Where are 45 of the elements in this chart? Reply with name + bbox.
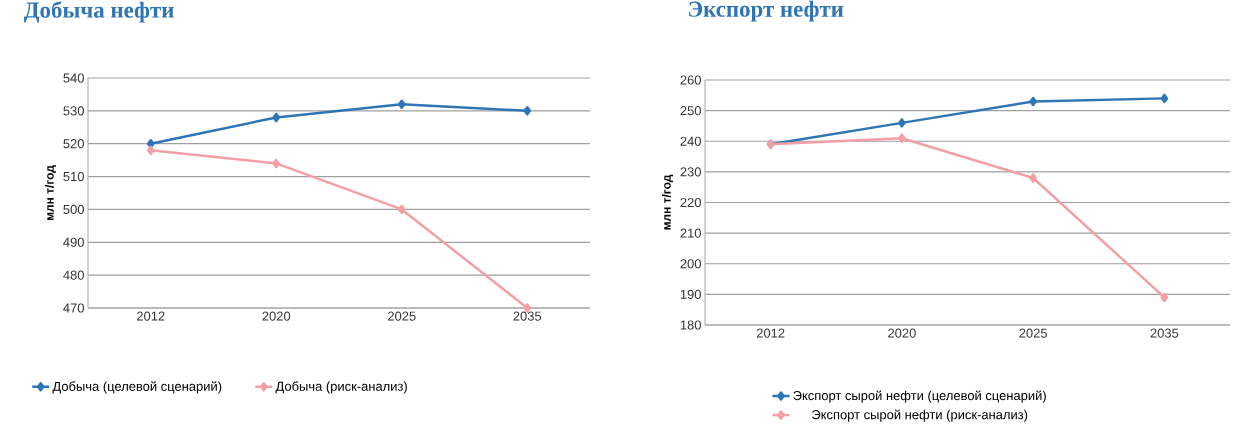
- y-tick-label: 530: [63, 106, 84, 116]
- y-tick-label: 190: [680, 289, 701, 299]
- x-tick-label: 2020: [888, 328, 916, 338]
- point: [272, 158, 281, 169]
- point: [146, 145, 155, 156]
- chart-title: Экспорт нефти: [689, 0, 844, 22]
- legend-label: Добыча (целевой сценарий): [52, 381, 222, 394]
- y-tick-label: 210: [680, 228, 701, 238]
- x-tick-label: 2012: [756, 328, 785, 338]
- point: [1160, 292, 1169, 303]
- x-tick-label: 2012: [137, 311, 165, 321]
- legend-label: Экспорт сырой нефти (целевой сценарий): [793, 390, 1046, 403]
- point: [523, 106, 532, 116]
- point: [1029, 173, 1037, 183]
- y-tick-label: 490: [63, 237, 84, 247]
- x-tick-label: 2020: [262, 311, 291, 321]
- y-axis-title: млн т/год: [662, 174, 674, 230]
- y-tick-label: 540: [63, 73, 84, 83]
- y-tick-label: 180: [680, 320, 701, 330]
- legend-label: Добыча (риск-анализ): [275, 381, 407, 394]
- y-tick-label: 260: [680, 75, 701, 85]
- x-tick-label: 2025: [1019, 328, 1047, 338]
- y-tick-label: 500: [63, 204, 84, 215]
- y-tick-label: 510: [63, 171, 84, 182]
- y-tick-label: 230: [680, 167, 701, 177]
- y-axis-title: млн т/год: [44, 165, 57, 221]
- point: [397, 99, 406, 110]
- y-tick-label: 520: [63, 139, 84, 149]
- y-tick-label: 250: [680, 106, 701, 116]
- point: [1029, 96, 1037, 107]
- y-tick-label: 220: [680, 197, 701, 208]
- point: [397, 204, 406, 215]
- chart-title: Добыча нефти: [23, 1, 174, 23]
- point: [898, 118, 906, 128]
- y-tick-label: 470: [63, 303, 84, 313]
- y-tick-label: 200: [680, 259, 701, 269]
- y-tick-label: 240: [680, 136, 701, 146]
- legend-label: Экспорт сырой нефти (риск-анализ): [812, 409, 1028, 422]
- point: [1160, 93, 1169, 104]
- x-tick-label: 2035: [1150, 328, 1179, 338]
- y-tick-label: 480: [63, 270, 84, 280]
- point: [272, 112, 281, 123]
- point: [898, 133, 906, 143]
- x-tick-label: 2035: [513, 311, 542, 321]
- x-tick-label: 2025: [388, 311, 416, 321]
